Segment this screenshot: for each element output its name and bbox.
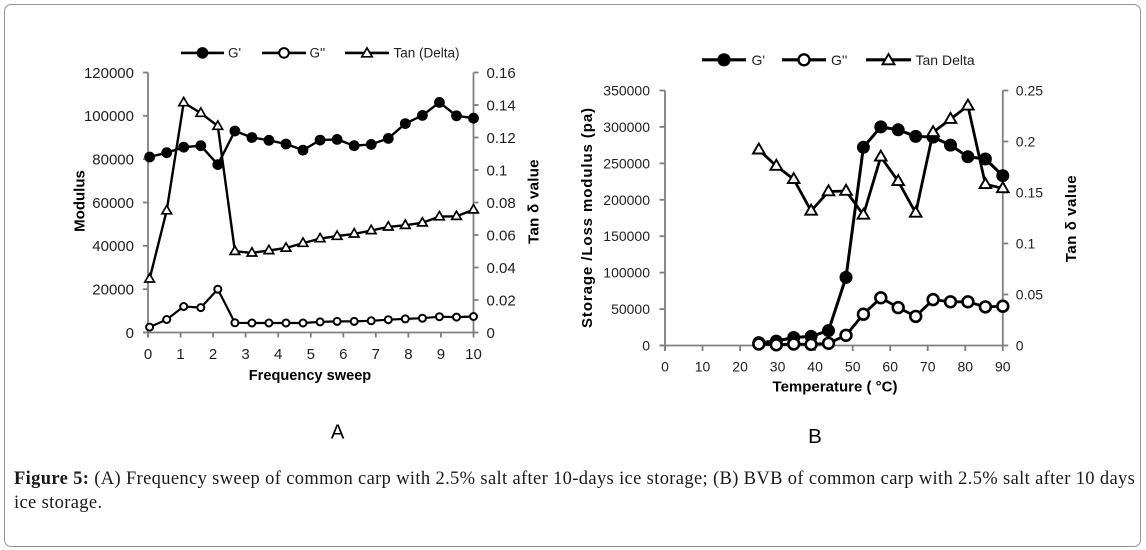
svg-text:300000: 300000 (603, 119, 650, 135)
svg-text:G'': G'' (310, 46, 326, 61)
svg-text:10: 10 (695, 359, 711, 375)
svg-text:Frequency sweep: Frequency sweep (249, 368, 372, 384)
svg-text:60: 60 (882, 359, 898, 375)
svg-text:7: 7 (372, 346, 380, 363)
svg-text:2: 2 (209, 346, 217, 363)
svg-text:3: 3 (241, 346, 249, 363)
svg-text:9: 9 (437, 346, 445, 363)
svg-text:0.04: 0.04 (487, 260, 516, 277)
svg-text:Tan Delta: Tan Delta (916, 52, 975, 68)
svg-text:G': G' (752, 52, 766, 68)
svg-text:100000: 100000 (603, 265, 650, 281)
svg-text:250000: 250000 (603, 155, 650, 171)
svg-text:350000: 350000 (603, 83, 650, 99)
svg-text:G'': G'' (831, 52, 847, 68)
svg-text:60000: 60000 (92, 195, 134, 212)
svg-text:40: 40 (807, 359, 823, 375)
svg-text:120000: 120000 (84, 65, 134, 82)
svg-text:0: 0 (144, 346, 152, 363)
svg-text:0: 0 (487, 325, 495, 342)
svg-text:0.14: 0.14 (487, 97, 516, 114)
svg-text:5: 5 (307, 346, 315, 363)
svg-text:30: 30 (770, 359, 786, 375)
svg-text:0.08: 0.08 (487, 195, 516, 212)
svg-text:4: 4 (274, 346, 282, 363)
svg-text:0.25: 0.25 (1016, 83, 1043, 99)
svg-text:0.05: 0.05 (1016, 287, 1043, 303)
svg-text:Tan δ value: Tan δ value (1063, 175, 1080, 262)
svg-text:6: 6 (339, 346, 347, 363)
svg-text:B: B (808, 425, 822, 448)
svg-text:A: A (331, 421, 345, 444)
svg-text:0.1: 0.1 (487, 162, 508, 179)
svg-text:150000: 150000 (603, 228, 650, 244)
svg-text:80000: 80000 (92, 152, 134, 169)
svg-text:0.1: 0.1 (1016, 236, 1036, 252)
svg-text:Modulus: Modulus (72, 170, 89, 232)
svg-text:0: 0 (1016, 338, 1024, 354)
svg-text:Temperature ( °C): Temperature ( °C) (773, 379, 898, 396)
svg-text:40000: 40000 (92, 238, 134, 255)
svg-text:Tan δ value: Tan δ value (525, 159, 542, 244)
svg-text:0.06: 0.06 (487, 227, 516, 244)
svg-text:1: 1 (176, 346, 184, 363)
svg-text:50000: 50000 (611, 301, 650, 317)
svg-text:10: 10 (465, 346, 482, 363)
svg-text:Storage /Loss modulus (pa): Storage /Loss modulus (pa) (579, 107, 596, 328)
svg-text:0.15: 0.15 (1016, 185, 1043, 201)
svg-text:0.2: 0.2 (1016, 134, 1036, 150)
svg-text:200000: 200000 (603, 192, 650, 208)
svg-text:G': G' (228, 46, 241, 61)
svg-text:8: 8 (404, 346, 412, 363)
svg-text:90: 90 (995, 359, 1011, 375)
svg-text:70: 70 (920, 359, 936, 375)
svg-text:0: 0 (126, 325, 134, 342)
svg-text:100000: 100000 (84, 108, 134, 125)
svg-text:0: 0 (642, 338, 650, 354)
svg-text:0: 0 (661, 359, 669, 375)
svg-text:80: 80 (958, 359, 974, 375)
svg-text:0.16: 0.16 (487, 65, 516, 82)
svg-text:0.02: 0.02 (487, 292, 516, 309)
svg-text:0.12: 0.12 (487, 130, 516, 147)
svg-text:Tan (Delta): Tan (Delta) (394, 46, 460, 61)
svg-text:20000: 20000 (92, 282, 134, 299)
svg-text:50: 50 (845, 359, 861, 375)
svg-text:20: 20 (732, 359, 748, 375)
